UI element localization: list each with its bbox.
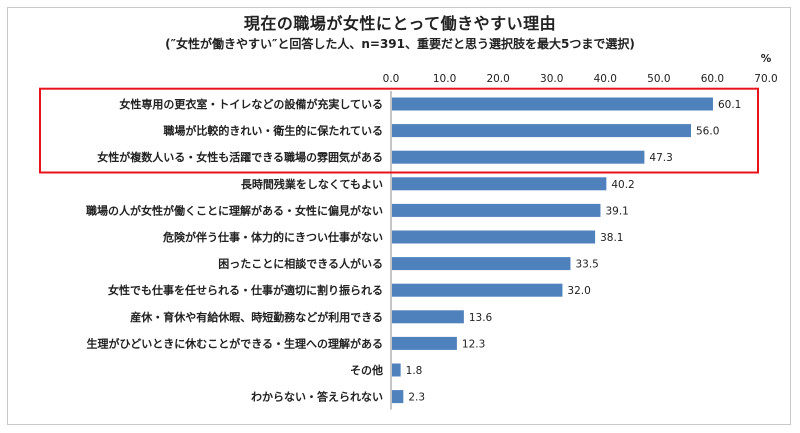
axis-layer: % 0.0 10.0 20.0 30.0 40.0 50.0 60.0 70.0 (383, 53, 778, 410)
bar (392, 230, 596, 244)
data-label: 33.5 (575, 259, 598, 271)
category-label: 危険が伴う仕事・体力的にきつい仕事がない (162, 230, 383, 244)
bars-layer (392, 97, 713, 404)
chart-subtitle: (″女性が働きやすい″と回答した人、n=391、重要だと思う選択肢を最大5つまで… (165, 37, 635, 51)
bar (392, 150, 645, 164)
bar (392, 283, 563, 297)
x-tick-label: 70.0 (754, 73, 777, 85)
bar (392, 257, 571, 271)
bar (392, 124, 691, 138)
x-tick-label: 40.0 (594, 73, 617, 85)
x-tick-label: 50.0 (647, 73, 670, 85)
data-label: 13.6 (469, 312, 493, 324)
category-label: 産休・育休や有給休暇、時短勤務などが利用できる (130, 310, 383, 324)
data-label: 12.3 (462, 338, 485, 350)
data-label: 2.3 (408, 392, 425, 404)
axis-unit-label: % (761, 53, 772, 65)
highlight-box (39, 87, 759, 174)
data-label: 1.8 (406, 365, 423, 377)
data-label: 56.0 (696, 126, 719, 138)
category-label: 女性が複数人いる・女性も活躍できる職場の雰囲気がある (97, 150, 383, 164)
x-tick-label: 20.0 (486, 73, 509, 85)
category-label: 女性でも仕事を任せられる・仕事が適切に割り振られる (108, 283, 383, 297)
x-tick-label: 60.0 (701, 73, 724, 85)
category-label: わからない・答えられない (251, 390, 383, 404)
data-label: 38.1 (600, 232, 623, 244)
category-label: 長時間残業をしなくてもよい (241, 177, 383, 191)
data-label: 39.1 (605, 205, 628, 217)
category-label: 生理がひどいときに休むことができる・生理への理解がある (87, 336, 383, 350)
category-label: 困ったことに相談できる人がいる (218, 257, 383, 271)
bar (392, 310, 464, 324)
data-label: 40.2 (611, 179, 634, 191)
bar (392, 390, 404, 404)
bar (392, 363, 401, 377)
category-label: 職場が比較的きれい・衛生的に保たれている (163, 124, 383, 138)
x-tick-label: 0.0 (383, 73, 400, 85)
labels-layer: 女性専用の更衣室・トイレなどの設備が充実している 60.1 職場が比較的きれい・衛生… (86, 97, 741, 404)
category-label: 女性専用の更衣室・トイレなどの設備が充実している (119, 97, 383, 111)
bar (392, 336, 457, 350)
category-label: 職場の人が女性が働くことに理解がある・女性に偏見がない (86, 203, 383, 217)
x-tick-label: 10.0 (433, 73, 456, 85)
x-tick-label: 30.0 (540, 73, 563, 85)
data-label: 47.3 (649, 152, 672, 164)
category-label: その他 (350, 363, 383, 377)
bar (392, 97, 713, 111)
data-label: 60.1 (718, 99, 741, 111)
data-label: 32.0 (567, 285, 590, 297)
bar (392, 177, 607, 191)
bar (392, 203, 601, 217)
chart-title: 現在の職場が女性にとって働きやすい理由 (243, 14, 557, 33)
